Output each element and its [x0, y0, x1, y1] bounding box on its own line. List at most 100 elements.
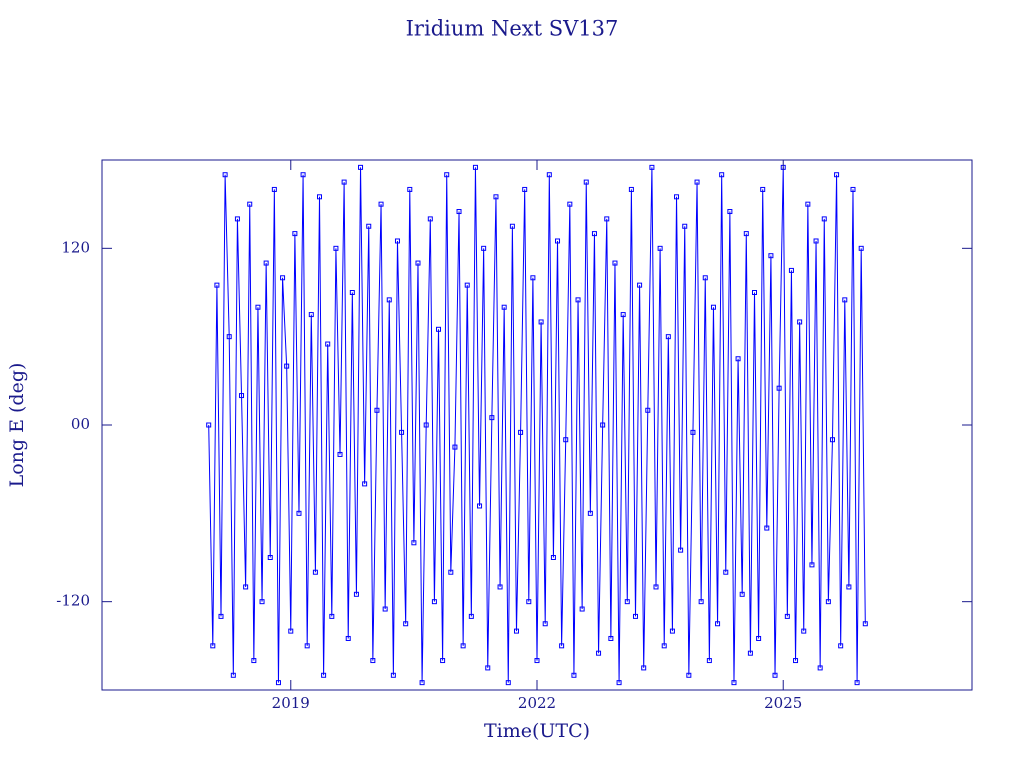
data-point: [854, 680, 860, 686]
y-tick-label: 120: [61, 238, 90, 256]
data-point: [608, 635, 614, 641]
data-point: [702, 275, 708, 281]
data-point: [743, 231, 749, 237]
x-tick-label: 2019: [272, 694, 310, 712]
data-point: [817, 665, 823, 671]
data-point: [288, 628, 294, 634]
data-point: [489, 415, 495, 421]
data-point: [399, 429, 405, 435]
data-point: [858, 245, 864, 251]
data-point: [275, 680, 281, 686]
data-point: [415, 260, 421, 266]
x-tick-label: 2022: [518, 694, 556, 712]
data-point: [300, 172, 306, 178]
data-point: [624, 599, 630, 605]
data-point: [628, 186, 634, 192]
data-point: [834, 172, 840, 178]
data-point: [571, 672, 577, 678]
data-point: [284, 363, 290, 369]
data-point: [669, 628, 675, 634]
data-point: [247, 201, 253, 207]
data-point: [772, 672, 778, 678]
data-point: [706, 658, 712, 664]
data-point: [304, 643, 310, 649]
data-point: [234, 216, 240, 222]
data-point: [321, 672, 327, 678]
data-point: [829, 437, 835, 443]
data-point: [374, 407, 380, 413]
data-point: [407, 186, 413, 192]
data-point: [358, 164, 364, 170]
data-point: [534, 658, 540, 664]
data-point: [329, 613, 335, 619]
data-point: [431, 599, 437, 605]
data-point: [550, 555, 556, 560]
data-point: [472, 164, 478, 170]
data-point: [674, 194, 680, 200]
data-point: [448, 569, 454, 575]
data-point: [579, 606, 585, 612]
data-point: [513, 628, 519, 634]
data-point: [739, 591, 745, 597]
data-point: [280, 275, 286, 281]
data-point: [267, 555, 273, 560]
data-point: [842, 297, 848, 303]
data-point: [715, 621, 721, 627]
data-point: [600, 422, 606, 428]
data-point: [694, 179, 700, 185]
data-point: [468, 613, 474, 619]
data-point: [522, 186, 528, 192]
data-point: [210, 643, 216, 649]
data-point: [230, 672, 236, 678]
data-point: [427, 216, 433, 222]
data-point: [271, 186, 277, 192]
data-point: [419, 680, 425, 686]
data-point: [440, 658, 446, 664]
data-point: [632, 613, 638, 619]
data-point: [206, 422, 212, 428]
data-point: [444, 172, 450, 178]
data-point: [296, 510, 302, 516]
data-point: [620, 312, 626, 318]
data-point: [731, 680, 737, 686]
data-point: [333, 245, 339, 251]
data-point: [378, 201, 384, 207]
data-point: [239, 393, 245, 399]
x-axis-label: Time(UTC): [484, 720, 590, 742]
data-point: [555, 238, 561, 244]
data-point: [308, 312, 314, 318]
data-point: [538, 319, 544, 325]
data-point: [394, 238, 400, 244]
data-point: [317, 194, 322, 200]
data-point: [567, 201, 573, 207]
data-point: [735, 356, 741, 362]
data-point: [263, 260, 269, 266]
data-point: [341, 179, 347, 185]
data-point: [546, 172, 552, 178]
data-point: [797, 319, 803, 325]
data-point: [509, 223, 515, 229]
data-point: [423, 422, 429, 428]
data-point: [575, 297, 581, 303]
data-point: [370, 658, 376, 664]
data-point: [752, 290, 757, 295]
data-point: [452, 444, 458, 450]
data-point: [312, 569, 318, 575]
data-point: [678, 547, 684, 553]
data-point: [641, 665, 647, 671]
data-point: [760, 186, 766, 192]
data-point: [657, 245, 663, 251]
data-point: [411, 540, 417, 546]
data-point: [809, 562, 815, 568]
data-point: [436, 326, 442, 332]
data-point: [645, 407, 651, 413]
data-point: [493, 194, 499, 200]
data-point: [386, 297, 392, 303]
data-point: [526, 599, 532, 605]
data-point: [292, 231, 298, 237]
data-point: [821, 216, 827, 222]
data-point: [243, 584, 249, 590]
data-point: [337, 451, 343, 457]
data-point: [616, 680, 622, 686]
